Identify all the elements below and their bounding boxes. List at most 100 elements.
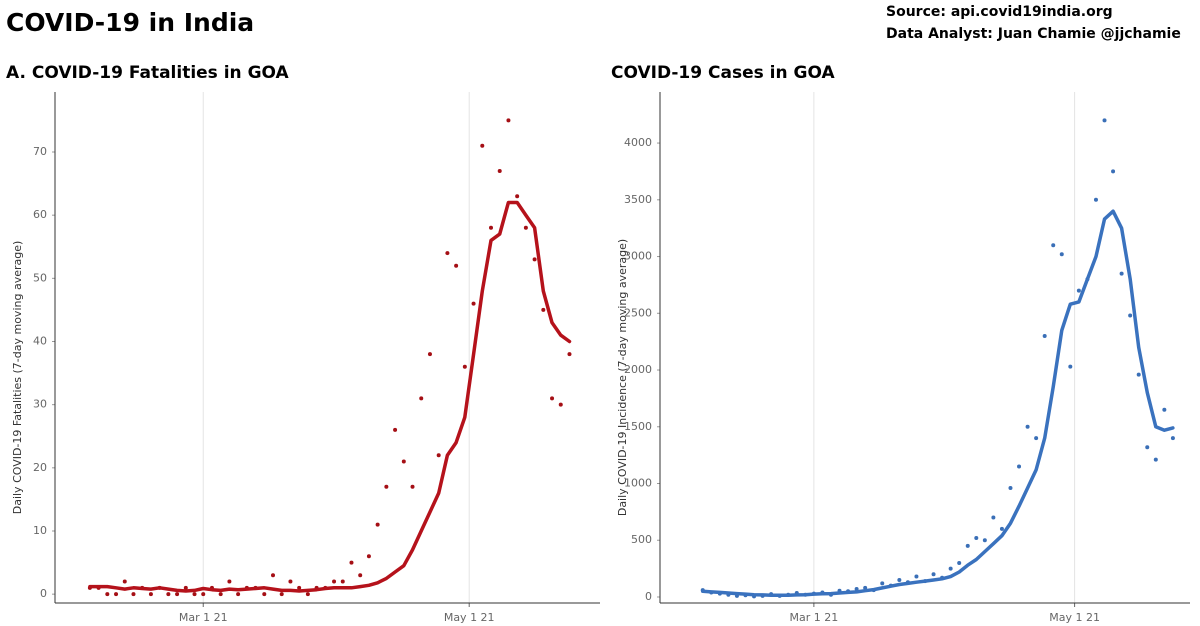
y-axis-title: Daily COVID-19 Incidence (7-day moving a… <box>616 239 629 516</box>
data-point <box>166 592 171 597</box>
y-tick-label: 20 <box>33 461 47 474</box>
data-point <box>880 581 885 586</box>
y-tick-label: 50 <box>33 271 47 284</box>
trend-line <box>88 200 572 593</box>
chart-title: COVID-19 Cases in GOA <box>611 63 835 83</box>
y-tick-label: 3000 <box>624 250 652 263</box>
data-point <box>427 352 432 357</box>
y-tick-label: 4000 <box>624 136 652 149</box>
data-point <box>1102 118 1107 123</box>
data-point <box>183 585 188 590</box>
y-tick-label: 60 <box>33 208 47 221</box>
data-point <box>948 566 953 571</box>
y-tick-label: 1000 <box>624 477 652 490</box>
data-point <box>1136 372 1141 377</box>
data-point <box>436 453 441 458</box>
data-point <box>974 535 979 540</box>
data-point <box>1170 436 1175 441</box>
data-point <box>1093 197 1098 202</box>
y-tick-label: 0 <box>40 587 47 600</box>
data-point <box>558 402 563 407</box>
page-title: COVID-19 in India <box>6 8 254 37</box>
y-tick-label: 10 <box>33 524 47 537</box>
data-point <box>567 352 572 357</box>
data-point <box>1017 464 1022 469</box>
data-point <box>445 251 450 256</box>
data-point <box>1059 252 1064 257</box>
data-point <box>305 592 310 597</box>
data-point <box>1153 457 1158 462</box>
data-point <box>122 579 127 584</box>
data-point <box>914 574 919 579</box>
data-point <box>340 579 345 584</box>
data-point <box>218 592 223 597</box>
data-point <box>497 168 502 173</box>
data-point <box>957 560 962 565</box>
data-point <box>1111 169 1116 174</box>
y-axis-title: Daily COVID-19 Fatalities (7-day moving … <box>11 241 24 515</box>
data-point <box>999 526 1004 531</box>
data-point <box>982 538 987 543</box>
data-point <box>375 522 380 527</box>
y-tick-label: 2500 <box>624 306 652 319</box>
data-point <box>236 592 241 597</box>
y-tick-label: 30 <box>33 398 47 411</box>
data-point <box>192 592 197 597</box>
data-point <box>114 592 119 597</box>
y-tick-label: 40 <box>33 334 47 347</box>
data-point <box>471 301 476 306</box>
data-point <box>201 592 206 597</box>
data-point <box>332 579 337 584</box>
data-point <box>454 263 459 268</box>
y-tick-label: 70 <box>33 145 47 158</box>
data-point <box>358 573 363 578</box>
y-tick-label: 500 <box>631 533 652 546</box>
data-point <box>506 118 511 123</box>
data-point <box>965 543 970 548</box>
data-point <box>532 257 537 262</box>
data-point <box>262 592 267 597</box>
data-point <box>175 592 180 597</box>
data-point <box>1025 424 1030 429</box>
data-point <box>1008 486 1013 491</box>
data-point <box>1119 271 1124 276</box>
data-point <box>1042 333 1047 338</box>
data-point <box>897 577 902 582</box>
x-tick-label: Mar 1 21 <box>789 611 838 624</box>
data-point <box>384 484 389 489</box>
data-point <box>419 396 424 401</box>
data-point <box>1162 407 1167 412</box>
data-point <box>1034 436 1039 441</box>
x-tick-label: Mar 1 21 <box>179 611 228 624</box>
data-point <box>393 427 398 432</box>
data-point <box>227 579 232 584</box>
chart-title: A. COVID-19 Fatalities in GOA <box>6 63 290 83</box>
data-point <box>1145 445 1150 450</box>
data-point <box>1076 288 1081 293</box>
trend-line <box>700 209 1175 598</box>
data-point <box>401 459 406 464</box>
data-point <box>1128 313 1133 318</box>
source: Source: api.covid19india.org <box>886 4 1113 20</box>
data-point <box>523 225 528 230</box>
data-point <box>550 396 555 401</box>
y-tick-label: 3500 <box>624 193 652 206</box>
data-point <box>480 143 485 148</box>
data-point <box>489 225 493 230</box>
data-point <box>515 194 520 199</box>
data-point <box>1068 364 1073 369</box>
analyst: Data Analyst: Juan Chamie @jjchamie <box>886 26 1181 42</box>
data-point <box>991 515 996 520</box>
data-point <box>462 364 467 369</box>
data-point <box>131 592 136 597</box>
data-point <box>271 573 275 578</box>
data-point <box>410 484 415 489</box>
data-point <box>366 554 371 559</box>
data-point <box>297 585 302 590</box>
data-point <box>148 592 153 597</box>
y-tick-label: 1500 <box>624 420 652 433</box>
data-point <box>541 307 546 312</box>
data-point <box>931 572 936 577</box>
data-point <box>105 592 110 597</box>
